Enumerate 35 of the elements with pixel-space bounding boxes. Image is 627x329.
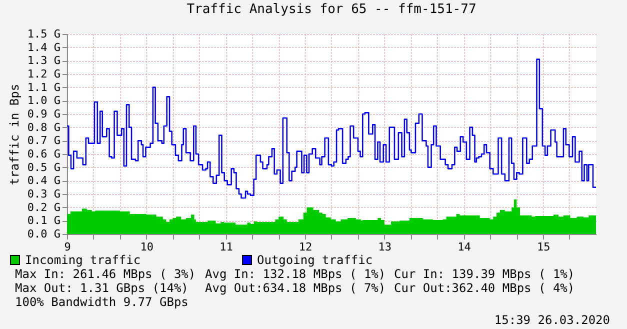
chart-title: Traffic Analysis for 65 -- ffm-151-77: [186, 2, 476, 17]
y-tick-label: 0.3 G: [27, 188, 60, 200]
x-tick-label: 13: [378, 240, 392, 254]
x-tick-label: 15: [536, 240, 550, 254]
text: Max Out: 1.31 GBps (14%): [15, 281, 188, 295]
y-tick-label: 0.9 G: [27, 108, 60, 120]
y-tick-label: 0.2 G: [27, 200, 60, 214]
legend-label: Outgoing traffic: [257, 253, 373, 267]
text: 15:39 26.03.2020: [494, 313, 610, 327]
y-tick-label: 0.8 G: [27, 120, 60, 134]
y-tick-label: 0.0 G: [27, 228, 60, 240]
y-tick-label: 0.1 G: [27, 214, 60, 228]
y-tick-label: 1.0 G: [27, 94, 60, 108]
y-tick-label: 0.6 G: [27, 148, 60, 160]
y-tick-label: 1.1 G: [27, 80, 60, 94]
y-tick-label: 1.2 G: [27, 68, 60, 80]
text: Max In: 261.46 MBps ( 3%): [15, 267, 196, 281]
y-tick-label: 0.7 G: [27, 134, 60, 148]
y-tick-label: 0.5 G: [27, 160, 60, 174]
text: 100% Bandwidth 9.77 GBps: [15, 295, 188, 309]
x-tick-label: 12: [298, 240, 312, 254]
y-tick-label: 1.4 G: [27, 40, 60, 54]
legend-label: Incoming traffic: [25, 253, 141, 267]
y-tick-label: 0.4 G: [27, 174, 60, 188]
x-tick-label: 14: [458, 240, 472, 254]
x-tick-label: 10: [140, 240, 154, 254]
y-tick-label: 1.3 G: [27, 54, 60, 68]
text: Cur In: 139.39 MBps ( 1%): [394, 267, 575, 281]
x-tick-label: 9: [64, 240, 71, 254]
text: Cur Out:362.40 MBps ( 4%): [394, 281, 575, 295]
x-tick-label: 11: [220, 240, 233, 254]
text: Avg Out:634.18 MBps ( 7%): [205, 281, 386, 295]
text: Avg In: 132.18 MBps ( 1%): [205, 267, 386, 281]
y-axis-title: traffic in Bps: [7, 84, 22, 186]
y-tick-label: 1.5 G: [27, 28, 60, 40]
